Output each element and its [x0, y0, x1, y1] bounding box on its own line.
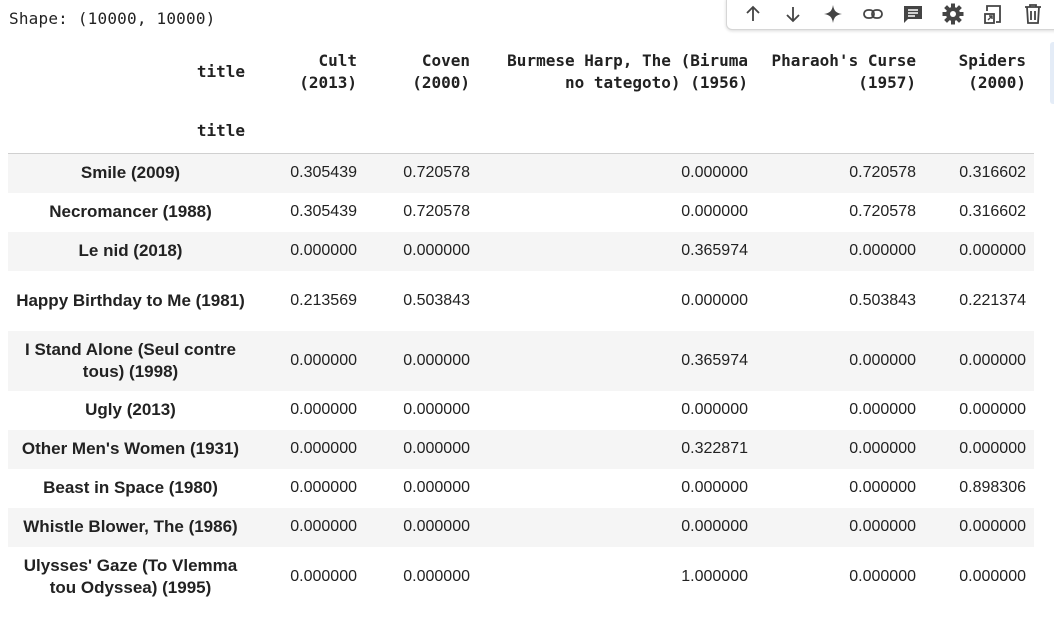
column-header: Cult (2013): [299, 51, 357, 92]
row-index-label: Beast in Space (1980): [43, 478, 218, 497]
table-cell: 0.316602: [959, 203, 1026, 220]
table-cell: 0.898306: [959, 479, 1026, 496]
move-down-icon: [786, 6, 800, 22]
table-cell: 0.000000: [403, 351, 470, 369]
table-cell: 0.213569: [290, 291, 357, 309]
table-cell: 0.000000: [681, 401, 748, 418]
table-cell: 0.000000: [290, 242, 357, 259]
row-index-label: Le nid (2018): [78, 241, 183, 260]
column-header: Coven (2000): [412, 51, 470, 92]
column-header: Spiders (2000): [958, 51, 1026, 92]
table-cell: 0.000000: [290, 440, 357, 457]
table-cell: 0.365974: [681, 242, 748, 259]
table-cell: 0.000000: [290, 567, 357, 585]
index-name-label: title: [8, 108, 253, 154]
table-cell: 0.365974: [681, 351, 748, 369]
table-cell: 0.000000: [403, 479, 470, 496]
table-cell: 0.503843: [849, 291, 916, 309]
table-cell: 1.000000: [681, 567, 748, 585]
table-cell: 0.221374: [959, 291, 1026, 309]
row-index-label: Whistle Blower, The (1986): [23, 517, 238, 536]
table-row: Other Men's Women (1931) 0.000000 0.0000…: [8, 429, 1034, 469]
move-down-button[interactable]: [773, 0, 813, 28]
sparkle-icon: [824, 4, 842, 23]
row-index-label: Ulysses' Gaze (To Vlemma tou Odyssea) (1…: [23, 555, 238, 597]
copy-link-button[interactable]: [853, 0, 893, 28]
table-row: Le nid (2018) 0.000000 0.000000 0.365974…: [8, 231, 1034, 271]
mirror-cell-icon: [984, 4, 1001, 24]
table-cell: 0.720578: [403, 164, 470, 182]
table-cell: 0.000000: [849, 242, 916, 259]
table-cell: 0.322871: [681, 440, 748, 457]
table-cell: 0.000000: [849, 351, 916, 369]
table-cell: 0.720578: [849, 203, 916, 220]
table-cell: 0.720578: [849, 164, 916, 182]
table-row: Necromancer (1988) 0.305439 0.720578 0.0…: [8, 192, 1034, 232]
table-cell: 0.000000: [849, 518, 916, 535]
table-cell: 0.000000: [290, 479, 357, 496]
gear-icon: [942, 3, 964, 24]
row-index-label: Happy Birthday to Me (1981): [16, 290, 245, 310]
delete-cell-button[interactable]: [1013, 0, 1053, 28]
column-header: Burmese Harp, The (Biruma no tategoto) (…: [507, 51, 748, 92]
table-cell: 0.000000: [849, 440, 916, 457]
table-cell: 0.000000: [403, 440, 470, 457]
table-row: Ugly (2013) 0.000000 0.000000 0.000000 0…: [8, 390, 1034, 430]
gemini-button[interactable]: [813, 0, 853, 28]
table-cell: 0.000000: [681, 203, 748, 220]
table-cell: 0.000000: [681, 164, 748, 182]
add-comment-button[interactable]: [893, 0, 933, 28]
table-cell: 0.000000: [849, 567, 916, 585]
table-cell: 0.000000: [403, 518, 470, 535]
cell-toolbar: [726, 0, 1054, 30]
row-index-label: Other Men's Women (1931): [21, 439, 240, 458]
move-up-icon: [746, 5, 760, 21]
table-cell: 0.000000: [959, 440, 1026, 457]
column-header: Pharaoh's Curse (1957): [771, 51, 917, 92]
row-index-label: Necromancer (1988): [49, 202, 212, 221]
index-name-row: title: [8, 108, 1034, 154]
table-cell: 0.000000: [403, 401, 470, 418]
trash-icon: [1025, 3, 1041, 24]
row-index-label: Ugly (2013): [85, 400, 176, 419]
mirror-cell-button[interactable]: [973, 0, 1013, 28]
table-cell: 0.305439: [290, 203, 357, 220]
table-cell: 0.000000: [849, 479, 916, 496]
move-up-button[interactable]: [733, 0, 773, 28]
table-row: Happy Birthday to Me (1981) 0.213569 0.5…: [8, 270, 1034, 331]
table-cell: 0.000000: [959, 567, 1026, 585]
table-cell: 0.000000: [959, 242, 1026, 259]
side-panel-edge: [1050, 42, 1054, 104]
table-cell: 0.305439: [290, 164, 357, 182]
table-cell: 0.000000: [959, 401, 1026, 418]
table-row: Ulysses' Gaze (To Vlemma tou Odyssea) (1…: [8, 546, 1034, 607]
column-header-row: title Cult (2013) Coven (2000) Burmese H…: [8, 36, 1034, 108]
table-cell: 0.000000: [290, 351, 357, 369]
table-cell: 0.720578: [403, 203, 470, 220]
table-cell: 0.000000: [403, 567, 470, 585]
settings-button[interactable]: [933, 0, 973, 28]
table-cell: 0.000000: [959, 351, 1026, 369]
shape-output-text: Shape: (10000, 10000): [9, 9, 216, 28]
link-icon: [863, 8, 883, 19]
row-index-label: I Stand Alone (Seul contre tous) (1998): [25, 339, 236, 381]
dataframe-table: title Cult (2013) Coven (2000) Burmese H…: [8, 36, 1034, 607]
table-cell: 0.000000: [959, 518, 1026, 535]
comment-icon: [904, 5, 922, 23]
table-cell: 0.000000: [403, 242, 470, 259]
table-cell: 0.503843: [403, 291, 470, 309]
table-row: Beast in Space (1980) 0.000000 0.000000 …: [8, 468, 1034, 508]
table-cell: 0.000000: [681, 518, 748, 535]
columns-name-label: title: [196, 62, 245, 81]
table-cell: 0.000000: [290, 518, 357, 535]
table-cell: 0.000000: [681, 479, 748, 496]
row-index-label: Smile (2009): [80, 163, 181, 183]
table-row: I Stand Alone (Seul contre tous) (1998) …: [8, 330, 1034, 391]
table-row: Whistle Blower, The (1986) 0.000000 0.00…: [8, 507, 1034, 547]
table-row: Smile (2009) 0.305439 0.720578 0.000000 …: [8, 153, 1034, 193]
table-cell: 0.316602: [959, 164, 1026, 182]
table-cell: 0.000000: [290, 401, 357, 418]
table-cell: 0.000000: [681, 291, 748, 309]
table-cell: 0.000000: [849, 401, 916, 418]
